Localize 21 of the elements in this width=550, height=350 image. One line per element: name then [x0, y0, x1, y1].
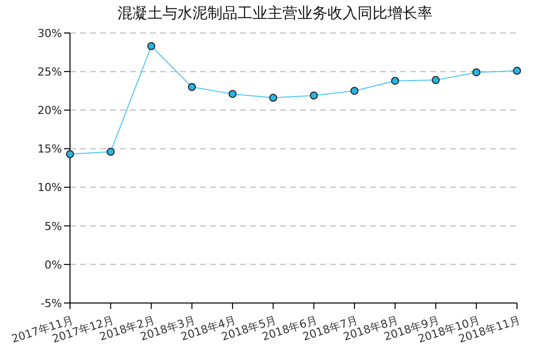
point: [350, 86, 358, 95]
point: [513, 66, 521, 75]
y-tick-label: 0%: [44, 258, 62, 272]
y-tick-label: 30%: [38, 26, 62, 40]
point: [188, 83, 196, 91]
point: [310, 91, 318, 100]
y-tick-label: 25%: [38, 65, 62, 78]
point: [147, 42, 156, 50]
point: [391, 76, 400, 85]
y-tick-label: 15%: [38, 142, 62, 156]
y-tick-label: -5%: [40, 296, 62, 310]
chart-title: 混凝土与水泥制品工业主营业务收入同比增长率: [116, 4, 434, 23]
point: [432, 76, 440, 84]
point: [472, 68, 480, 76]
point: [66, 150, 74, 158]
y-tick-label: 10%: [38, 181, 62, 194]
point: [269, 94, 278, 102]
point: [228, 90, 237, 98]
point: [106, 148, 115, 156]
y-tick-label: 5%: [44, 220, 62, 233]
y-tick-label: 20%: [38, 104, 62, 118]
